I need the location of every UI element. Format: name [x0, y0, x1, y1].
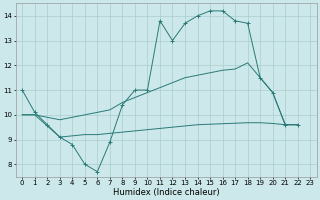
- X-axis label: Humidex (Indice chaleur): Humidex (Indice chaleur): [113, 188, 220, 197]
